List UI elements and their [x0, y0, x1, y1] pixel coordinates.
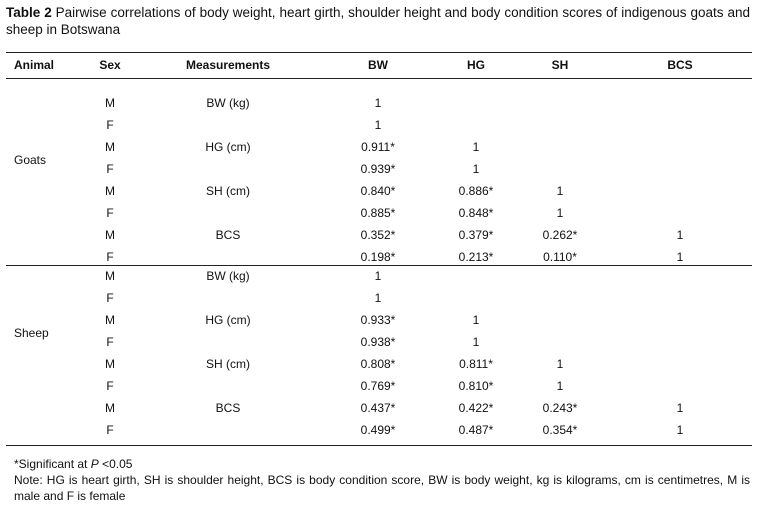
- column-header: BCS: [667, 58, 693, 72]
- sex-cell: F: [106, 379, 114, 393]
- value-cell: 0.840*: [360, 184, 396, 198]
- value-cell: 1: [556, 379, 564, 393]
- value-cell: 1: [556, 184, 564, 198]
- bottom-rule: [6, 445, 752, 446]
- column-header: HG: [467, 58, 485, 72]
- sex-cell: F: [106, 118, 114, 132]
- measurement-cell: SH (cm): [206, 357, 250, 371]
- value-cell: 0.885*: [360, 206, 396, 220]
- sex-cell: M: [105, 401, 115, 415]
- value-cell: 0.811*: [459, 357, 493, 371]
- value-cell: 0.848*: [458, 206, 494, 220]
- value-cell: 1: [374, 96, 382, 110]
- value-cell: 1: [676, 401, 684, 415]
- sex-cell: M: [105, 184, 115, 198]
- footnote: *Significant at P <0.05: [14, 456, 132, 472]
- value-cell: 0.933*: [360, 313, 396, 327]
- header-rule: [6, 78, 752, 79]
- value-cell: 1: [472, 335, 480, 349]
- value-cell: 1: [676, 423, 684, 437]
- value-cell: 0.499*: [360, 423, 396, 437]
- value-cell: 0.352*: [360, 228, 396, 242]
- table-title: Table 2 Pairwise correlations of body we…: [6, 4, 750, 38]
- sex-cell: M: [105, 228, 115, 242]
- sex-cell: M: [105, 140, 115, 154]
- sex-cell: F: [106, 335, 114, 349]
- sex-cell: M: [105, 313, 115, 327]
- value-cell: 0.938*: [360, 335, 396, 349]
- column-header: Animal: [14, 58, 55, 72]
- value-cell: 0.886*: [458, 184, 494, 198]
- column-header: Sex: [99, 58, 121, 72]
- value-cell: 0.487*: [458, 423, 494, 437]
- value-cell: 1: [472, 140, 480, 154]
- sex-cell: F: [106, 291, 114, 305]
- sex-cell: F: [106, 423, 114, 437]
- value-cell: 1: [676, 250, 684, 264]
- value-cell: 1: [556, 357, 564, 371]
- measurement-cell: BW (kg): [206, 96, 250, 110]
- value-cell: 0.110*: [543, 250, 577, 264]
- animal-label: Sheep: [14, 326, 49, 340]
- value-cell: 1: [676, 228, 684, 242]
- value-cell: 0.939*: [360, 162, 396, 176]
- value-cell: 1: [374, 269, 382, 283]
- title-text: Pairwise correlations of body weight, he…: [6, 5, 750, 37]
- value-cell: 1: [374, 291, 382, 305]
- note: Note: HG is heart girth, SH is shoulder …: [14, 473, 750, 503]
- value-cell: 0.911*: [361, 140, 395, 154]
- value-cell: 0.808*: [360, 357, 396, 371]
- value-cell: 1: [472, 162, 480, 176]
- value-cell: 0.437*: [360, 401, 396, 415]
- value-cell: 0.213*: [458, 250, 494, 264]
- value-cell: 0.810*: [458, 379, 494, 393]
- value-cell: 1: [472, 313, 480, 327]
- table-label: Table 2: [6, 5, 52, 20]
- animal-label: Goats: [14, 153, 47, 167]
- footnote-prefix: *Significant at: [14, 457, 88, 471]
- footnote-symbol: P: [90, 457, 99, 471]
- sex-cell: M: [105, 357, 115, 371]
- value-cell: 0.198*: [360, 250, 396, 264]
- measurement-cell: BCS: [215, 401, 241, 415]
- value-cell: 0.379*: [458, 228, 494, 242]
- sex-cell: M: [105, 269, 115, 283]
- sex-cell: F: [106, 162, 114, 176]
- footnote-suffix: <0.05: [102, 457, 133, 471]
- value-cell: 1: [556, 206, 564, 220]
- measurement-cell: HG (cm): [205, 140, 251, 154]
- value-cell: 0.243*: [542, 401, 578, 415]
- group-rule: [6, 265, 752, 266]
- column-header: BW: [368, 58, 388, 72]
- measurement-cell: SH (cm): [206, 184, 250, 198]
- top-rule: [6, 52, 752, 53]
- column-header: Measurements: [185, 58, 271, 72]
- sex-cell: M: [105, 96, 115, 110]
- sex-cell: F: [106, 206, 114, 220]
- measurement-cell: BCS: [215, 228, 241, 242]
- value-cell: 1: [374, 118, 382, 132]
- value-cell: 0.422*: [458, 401, 494, 415]
- measurement-cell: HG (cm): [205, 313, 251, 327]
- value-cell: 0.354*: [542, 423, 578, 437]
- value-cell: 0.769*: [360, 379, 396, 393]
- measurement-cell: BW (kg): [206, 269, 250, 283]
- value-cell: 0.262*: [542, 228, 578, 242]
- column-header: SH: [551, 58, 569, 72]
- sex-cell: F: [106, 250, 114, 264]
